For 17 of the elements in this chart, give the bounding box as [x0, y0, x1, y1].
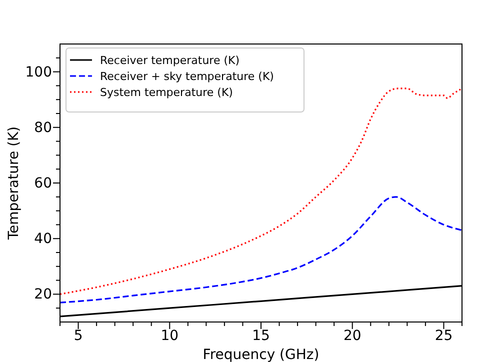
y-tick-label: 20: [34, 286, 52, 303]
y-tick-label: 60: [34, 175, 52, 192]
y-axis-title: Temperature (K): [6, 126, 22, 241]
x-axis-title: Frequency (GHz): [202, 347, 320, 362]
x-tick-label: 20: [343, 328, 362, 344]
legend-label: Receiver + sky temperature (K): [100, 70, 274, 83]
legend-label: System temperature (K): [100, 86, 233, 99]
line-series: [59, 88, 463, 295]
x-tick-label: 15: [252, 328, 270, 344]
x-tick-label: 25: [434, 328, 453, 344]
y-tick-label: 100: [25, 64, 52, 80]
y-tick-label: 80: [34, 120, 52, 136]
line-series: [59, 196, 463, 304]
x-tick-label: 5: [74, 328, 83, 344]
legend-label: Receiver temperature (K): [100, 54, 240, 67]
x-tick-label: 10: [160, 328, 179, 344]
y-tick-label: 40: [34, 231, 52, 248]
